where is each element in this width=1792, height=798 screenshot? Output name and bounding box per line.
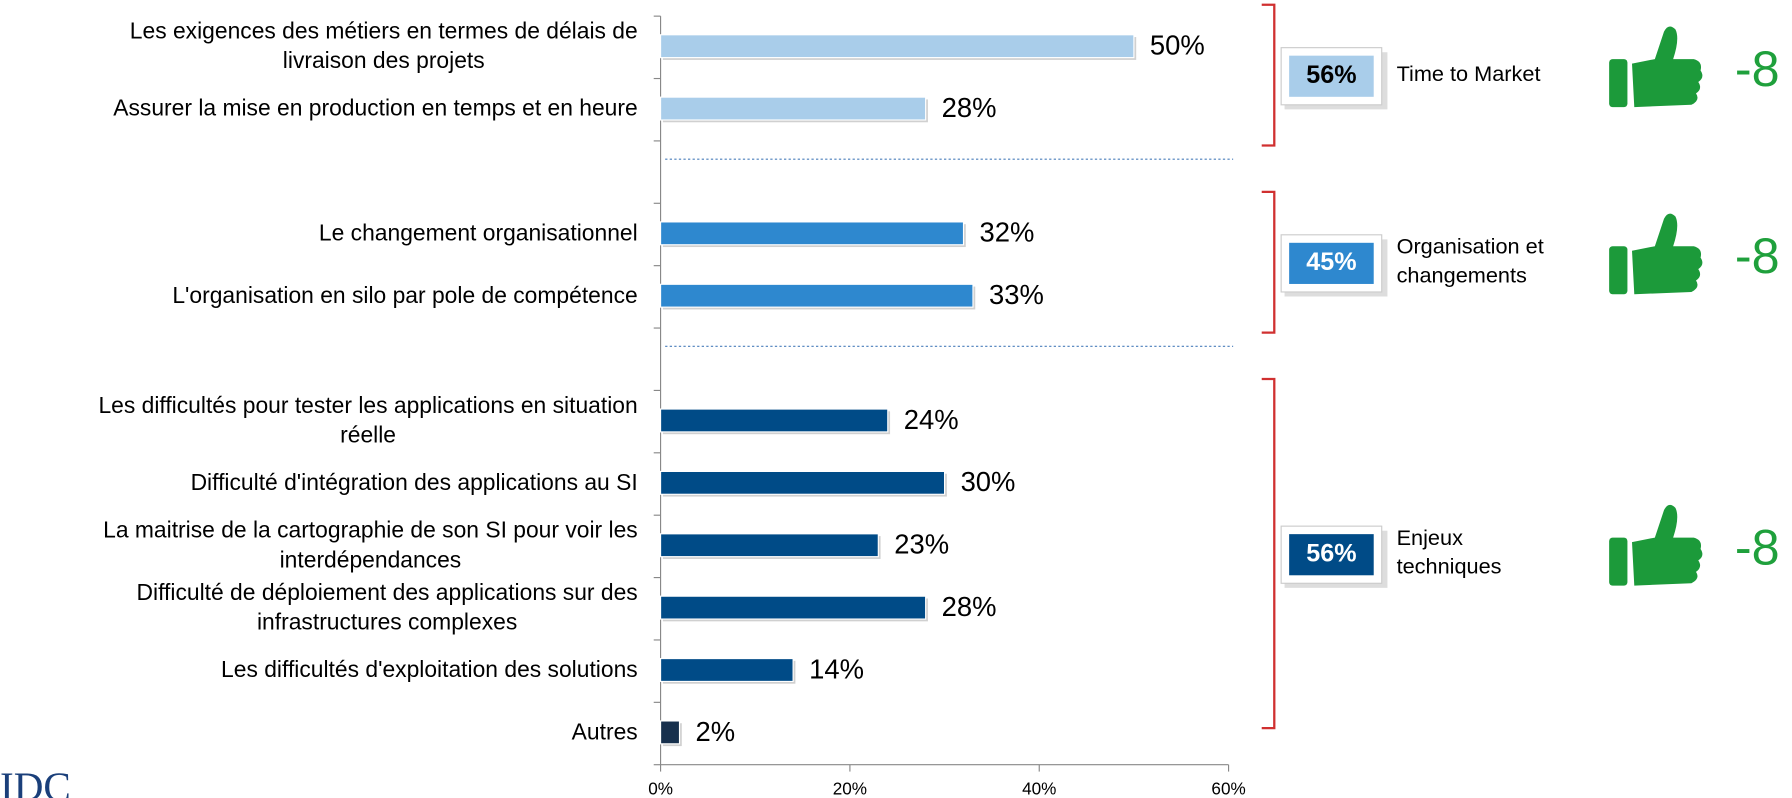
category-label: Les difficultés d'exploitation des solut… xyxy=(221,656,638,682)
group-label: techniques xyxy=(1397,554,1502,579)
category-label: réelle xyxy=(340,422,396,448)
x-tick-label: 0% xyxy=(648,778,673,798)
total-label: 56% xyxy=(1306,539,1356,567)
trend-label: -8 xyxy=(1735,519,1780,576)
x-tick-label: 40% xyxy=(1022,778,1056,798)
logo: IDC xyxy=(0,763,71,798)
value-label: 33% xyxy=(989,279,1044,310)
category-label: livraison des projets xyxy=(283,47,485,73)
value-label: 28% xyxy=(942,92,997,123)
bar xyxy=(659,595,927,620)
trend-label: -8 xyxy=(1735,40,1780,97)
total-box-fill xyxy=(1289,242,1374,284)
value-label: 30% xyxy=(961,466,1016,497)
category-label: Assurer la mise en production en temps e… xyxy=(113,95,637,121)
group-bracket xyxy=(1261,190,1276,334)
value-label: 50% xyxy=(1150,30,1205,61)
x-tick-label: 60% xyxy=(1211,778,1245,798)
group-label: Enjeux xyxy=(1397,525,1464,550)
bar xyxy=(660,34,1135,59)
group-bracket xyxy=(1261,377,1276,730)
group-label: Time to Market xyxy=(1397,61,1541,86)
category-label: La maitrise de la cartographie de son SI… xyxy=(103,517,638,543)
group-label: changements xyxy=(1397,262,1527,287)
x-tick-label: 20% xyxy=(833,778,867,798)
value-label: 23% xyxy=(894,529,949,560)
group-bracket xyxy=(1261,3,1276,147)
bar xyxy=(660,657,794,682)
category-label: Les exigences des métiers en termes de d… xyxy=(130,18,638,44)
bar xyxy=(659,720,681,745)
value-label: 2% xyxy=(696,716,736,747)
thumb-icon xyxy=(1609,504,1703,586)
trend-label: -8 xyxy=(1735,227,1780,284)
value-label: 32% xyxy=(980,217,1035,248)
thumb-icon xyxy=(1609,26,1703,108)
category-label: Difficulté d'intégration des application… xyxy=(191,469,638,495)
thumb-icon xyxy=(1609,213,1703,295)
value-label: 28% xyxy=(942,591,997,622)
bar xyxy=(659,96,927,121)
value-label: 14% xyxy=(809,653,864,684)
category-label: Difficulté de déploiement des applicatio… xyxy=(137,579,638,605)
category-label: Le changement organisationnel xyxy=(319,220,638,246)
bar xyxy=(660,470,946,495)
category-label: Les difficultés pour tester les applicat… xyxy=(98,392,637,418)
category-label: infrastructures complexes xyxy=(257,609,517,635)
category-label: interdépendances xyxy=(280,546,462,572)
total-label: 56% xyxy=(1306,61,1356,89)
total-box-fill xyxy=(1289,55,1374,97)
bar xyxy=(659,408,889,433)
total-box-fill xyxy=(1289,534,1374,576)
value-label: 24% xyxy=(904,404,959,435)
total-label: 45% xyxy=(1306,248,1356,276)
bar xyxy=(660,221,965,246)
category-label: Autres xyxy=(572,719,638,745)
category-label: L'organisation en silo par pole de compé… xyxy=(172,282,637,308)
group-label: Organisation et xyxy=(1397,234,1544,259)
bar xyxy=(659,533,879,558)
bar xyxy=(660,283,974,308)
